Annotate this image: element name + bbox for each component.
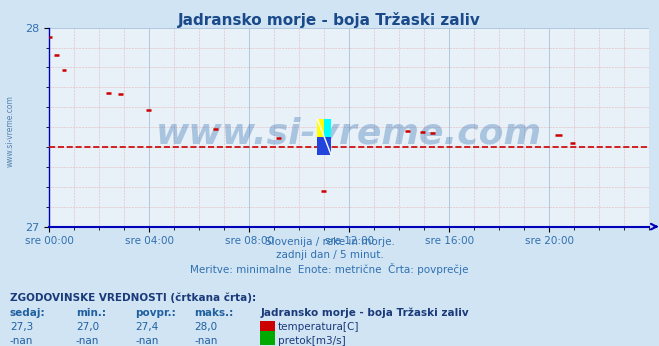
Text: povpr.:: povpr.:	[135, 308, 176, 318]
Text: 28,0: 28,0	[194, 322, 217, 333]
Text: Slovenija / reke in morje.: Slovenija / reke in morje.	[264, 237, 395, 247]
Text: -nan: -nan	[10, 336, 33, 346]
Text: sedaj:: sedaj:	[10, 308, 45, 318]
Text: Jadransko morje - boja Tržaski zaliv: Jadransko morje - boja Tržaski zaliv	[178, 12, 481, 28]
Text: -nan: -nan	[76, 336, 99, 346]
Text: temperatura[C]: temperatura[C]	[278, 322, 360, 333]
Text: -nan: -nan	[135, 336, 158, 346]
Text: www.si-vreme.com: www.si-vreme.com	[156, 116, 542, 150]
Text: ZGODOVINSKE VREDNOSTI (črtkana črta):: ZGODOVINSKE VREDNOSTI (črtkana črta):	[10, 292, 256, 303]
Text: Jadransko morje - boja Tržaski zaliv: Jadransko morje - boja Tržaski zaliv	[260, 308, 469, 318]
Text: -nan: -nan	[194, 336, 217, 346]
Text: Meritve: minimalne  Enote: metrične  Črta: povprečje: Meritve: minimalne Enote: metrične Črta:…	[190, 263, 469, 275]
Text: min.:: min.:	[76, 308, 106, 318]
Text: pretok[m3/s]: pretok[m3/s]	[278, 336, 346, 346]
Bar	[324, 119, 331, 137]
Text: maks.:: maks.:	[194, 308, 234, 318]
Text: www.si-vreme.com: www.si-vreme.com	[5, 95, 14, 167]
Bar	[318, 119, 324, 137]
Text: 27,3: 27,3	[10, 322, 33, 333]
Text: zadnji dan / 5 minut.: zadnji dan / 5 minut.	[275, 250, 384, 260]
Bar	[318, 137, 331, 155]
Text: 27,0: 27,0	[76, 322, 99, 333]
Text: 27,4: 27,4	[135, 322, 158, 333]
